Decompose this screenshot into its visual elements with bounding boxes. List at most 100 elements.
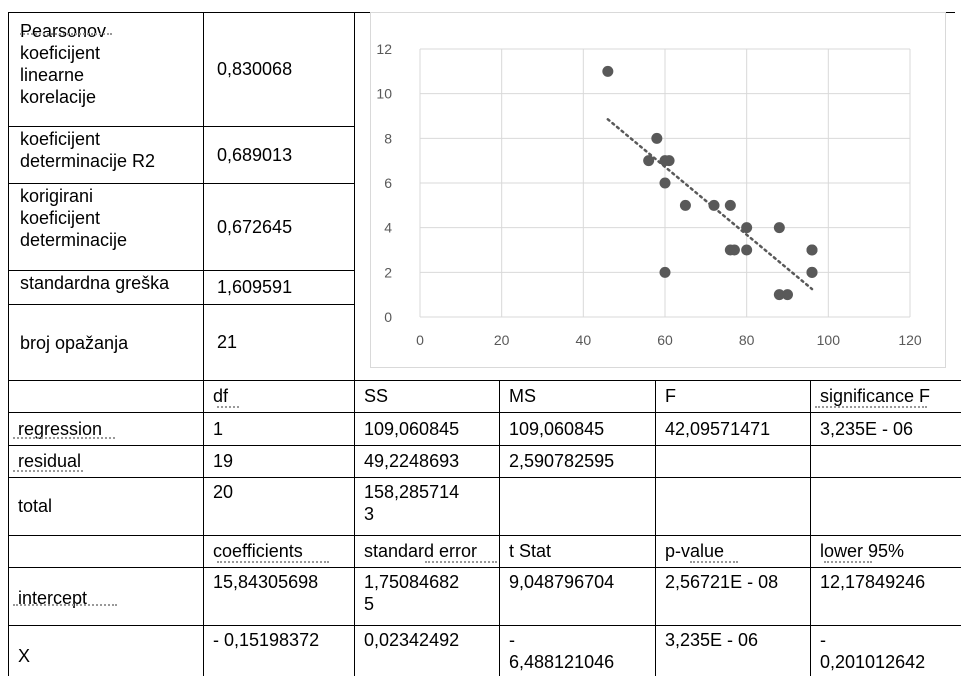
anova-cell: 2,590782595 — [509, 451, 615, 471]
y-tick-label: 10 — [376, 86, 392, 102]
coef-header-cell — [12, 535, 203, 567]
coef-cell: - 6,488121046 — [509, 630, 615, 672]
coef-cell: 15,84305698 — [213, 572, 319, 592]
x-tick-label: 120 — [898, 332, 922, 348]
data-point — [708, 199, 720, 211]
coef-header-cell: lower 95% — [820, 541, 905, 561]
dotted-underline — [815, 406, 927, 408]
coef-cell: 3,235E - 06 — [665, 630, 759, 650]
x-tick-label: 100 — [817, 332, 841, 348]
anova-cell: total — [18, 496, 53, 516]
grid-line — [8, 625, 961, 626]
dotted-underline — [824, 561, 872, 563]
grid-line — [203, 12, 204, 676]
grid-line — [655, 380, 656, 676]
data-point — [773, 289, 785, 301]
grid-line — [8, 380, 961, 381]
grid-line — [8, 12, 9, 676]
data-point — [651, 132, 663, 144]
coef-row-label: X — [18, 646, 31, 666]
stat-label: standardna greška — [20, 273, 170, 293]
anova-header-cell: F — [665, 386, 676, 406]
anova-header-cell: SS — [364, 386, 389, 406]
stat-value: 0,689013 — [217, 144, 293, 165]
anova-header-cell — [12, 380, 203, 412]
y-tick-label: 0 — [384, 309, 392, 325]
anova-cell: 19 — [213, 451, 234, 471]
anova-cell: 109,060845 — [364, 418, 460, 439]
x-tick-label: 40 — [576, 332, 592, 348]
stat-label: koeficijent determinacije R2 — [20, 129, 156, 171]
x-tick-label: 60 — [657, 332, 673, 348]
data-point — [659, 266, 671, 278]
anova-cell: 49,2248693 — [364, 451, 460, 471]
anova-cell — [503, 481, 655, 539]
x-tick-label: 0 — [416, 332, 424, 348]
anova-cell — [814, 481, 961, 539]
data-point — [643, 155, 655, 167]
coef-cell: 2,56721E - 08 — [665, 572, 779, 592]
coef-header-cell: coefficients — [213, 541, 303, 561]
anova-header-cell: df — [213, 386, 229, 406]
dotted-underline — [217, 561, 329, 563]
stat-label: broj opažanja — [20, 333, 129, 353]
anova-header-cell: significance F — [820, 386, 931, 406]
coef-row-label: intercept — [18, 588, 88, 608]
stat-value: 0,830068 — [217, 59, 293, 79]
chart-area — [370, 12, 946, 368]
data-point — [724, 199, 736, 211]
data-point — [659, 177, 671, 189]
data-point — [741, 222, 753, 234]
dotted-underline — [20, 33, 112, 35]
stat-label: korigirani koeficijent determinacije — [20, 186, 128, 250]
coef-cell: 1,75084682 5 — [364, 572, 460, 614]
coef-cell: 0,02342492 — [364, 630, 460, 650]
coef-header-cell: standard error — [364, 541, 478, 561]
x-tick-label: 20 — [494, 332, 510, 348]
anova-cell — [659, 445, 810, 477]
grid-line — [8, 445, 961, 446]
anova-header-cell: MS — [509, 386, 536, 406]
anova-cell: 3,235E - 06 — [820, 418, 914, 439]
stat-value: 21 — [217, 332, 238, 352]
dotted-underline — [13, 437, 115, 439]
grid-line — [354, 12, 355, 676]
y-tick-label: 4 — [384, 220, 392, 236]
data-point — [773, 222, 785, 234]
anova-cell: 20 — [213, 482, 234, 502]
grid-line — [499, 380, 500, 676]
stat-value: 0,672645 — [217, 216, 293, 237]
dotted-underline — [217, 406, 239, 408]
y-tick-label: 2 — [384, 264, 392, 280]
grid-line — [8, 270, 354, 271]
dotted-underline — [13, 470, 83, 472]
anova-cell: 109,060845 — [509, 418, 605, 439]
coef-cell: 9,048796704 — [509, 572, 615, 592]
data-point — [659, 155, 671, 167]
anova-cell — [659, 481, 810, 539]
data-point — [728, 244, 740, 256]
grid-line — [8, 304, 354, 305]
anova-cell — [814, 445, 961, 477]
dotted-underline — [690, 561, 738, 563]
grid-line — [8, 183, 354, 184]
data-point — [602, 65, 614, 77]
x-tick-label: 80 — [739, 332, 755, 348]
dotted-underline — [425, 561, 497, 563]
data-point — [782, 289, 793, 301]
data-point — [741, 244, 753, 256]
data-point — [679, 199, 691, 211]
coef-cell: 12,17849246 — [820, 572, 926, 592]
grid-line — [8, 535, 961, 536]
anova-cell: 42,09571471 — [665, 418, 771, 439]
grid-line — [8, 412, 961, 413]
coef-header-cell: t Stat — [509, 541, 552, 561]
stat-value: 1,609591 — [217, 277, 293, 297]
y-tick-label: 6 — [384, 175, 392, 191]
y-tick-label: 12 — [376, 41, 392, 57]
grid-line — [810, 380, 811, 676]
grid-line — [8, 477, 961, 478]
stat-label: Pearsonov koeficijent linearne korelacij… — [20, 21, 107, 107]
coef-cell: - 0,15198372 — [213, 630, 320, 650]
